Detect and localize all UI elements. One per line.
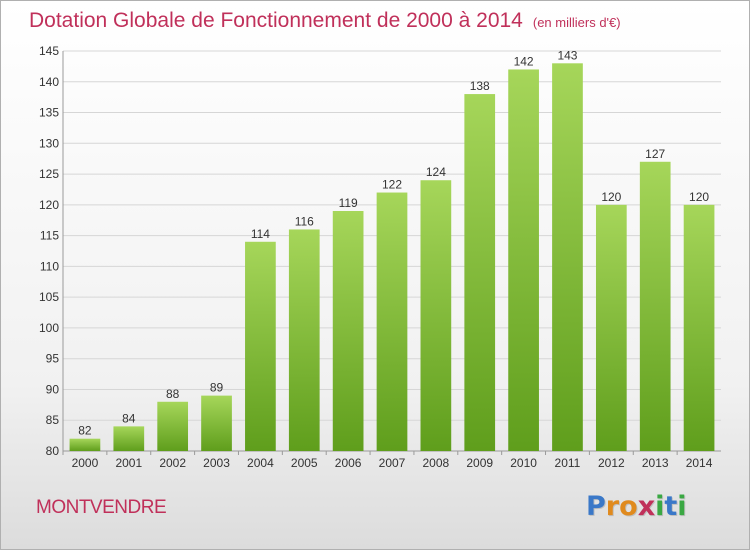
bar	[69, 438, 101, 451]
bar	[508, 69, 539, 451]
logo-letter: t	[664, 491, 678, 522]
y-tick-label: 105	[39, 290, 59, 304]
bar	[683, 204, 715, 451]
bar-value-label: 124	[426, 165, 446, 179]
bar	[376, 192, 408, 452]
bar-value-label: 120	[601, 190, 621, 204]
x-tick-label: 2005	[291, 456, 318, 470]
x-tick-label: 2003	[203, 456, 230, 470]
proxiti-logo: Proxiti	[586, 491, 687, 522]
bar-value-label: 84	[122, 411, 136, 425]
commune-name: MONTVENDRE	[36, 497, 167, 518]
bar	[552, 63, 583, 452]
bar	[288, 229, 320, 451]
y-tick-label: 110	[40, 259, 59, 273]
logo-letter: x	[637, 491, 656, 522]
bar-value-label: 116	[295, 214, 314, 228]
y-tick-label: 140	[39, 75, 59, 89]
x-tick-label: 2006	[335, 456, 362, 470]
y-tick-label: 145	[39, 44, 59, 58]
x-tick-label: 2008	[423, 456, 450, 470]
bar-value-label: 127	[645, 147, 665, 161]
chart-subtitle: (en milliers d'€)	[532, 15, 621, 30]
logo-letter: r	[605, 491, 620, 522]
title-text: Dotation Globale de Fonctionnement de 20…	[29, 9, 523, 32]
bar-value-label: 122	[382, 178, 402, 192]
logo-letter: i	[677, 491, 687, 522]
y-tick-label: 80	[46, 444, 60, 458]
logo-letter: P	[586, 491, 606, 522]
bar-value-label: 138	[470, 79, 490, 93]
bar-value-label: 89	[210, 381, 224, 395]
x-tick-label: 2013	[642, 456, 669, 470]
bar-value-label: 143	[557, 48, 577, 62]
x-tick-label: 2010	[510, 456, 537, 470]
bar-value-label: 114	[251, 227, 270, 241]
bar	[420, 180, 452, 451]
x-tick-label: 2004	[247, 456, 274, 470]
y-tick-label: 120	[39, 198, 59, 212]
y-tick-label: 90	[46, 382, 60, 396]
x-tick-label: 2001	[115, 456, 142, 470]
y-tick-label: 100	[39, 321, 59, 335]
x-tick-label: 2000	[72, 456, 99, 470]
y-tick-label: 125	[39, 167, 59, 181]
chart-title: Dotation Globale de Fonctionnement de 20…	[29, 9, 621, 33]
x-tick-label: 2011	[555, 456, 581, 470]
y-tick-label: 135	[39, 106, 59, 120]
bar	[595, 204, 627, 451]
bar-value-label: 88	[166, 387, 180, 401]
bar	[157, 401, 189, 451]
logo-letter: i	[655, 491, 665, 522]
bar	[201, 395, 232, 451]
x-tick-label: 2002	[159, 456, 186, 470]
x-tick-label: 2014	[686, 456, 713, 470]
x-tick-label: 2012	[598, 456, 625, 470]
bar-value-label: 82	[78, 424, 92, 438]
bar	[639, 161, 671, 451]
bar-value-label: 120	[689, 190, 709, 204]
bar	[113, 426, 145, 451]
y-tick-label: 85	[46, 413, 60, 427]
bar	[464, 94, 496, 452]
bar-value-label: 119	[339, 196, 358, 210]
logo-letter: o	[619, 491, 638, 522]
y-tick-label: 115	[40, 229, 59, 243]
y-tick-label: 130	[39, 136, 59, 150]
x-tick-label: 2009	[466, 456, 493, 470]
bar-value-label: 142	[514, 54, 534, 68]
y-tick-label: 95	[46, 352, 60, 366]
bar	[332, 211, 364, 451]
x-tick-label: 2007	[379, 456, 406, 470]
bar	[245, 241, 276, 451]
